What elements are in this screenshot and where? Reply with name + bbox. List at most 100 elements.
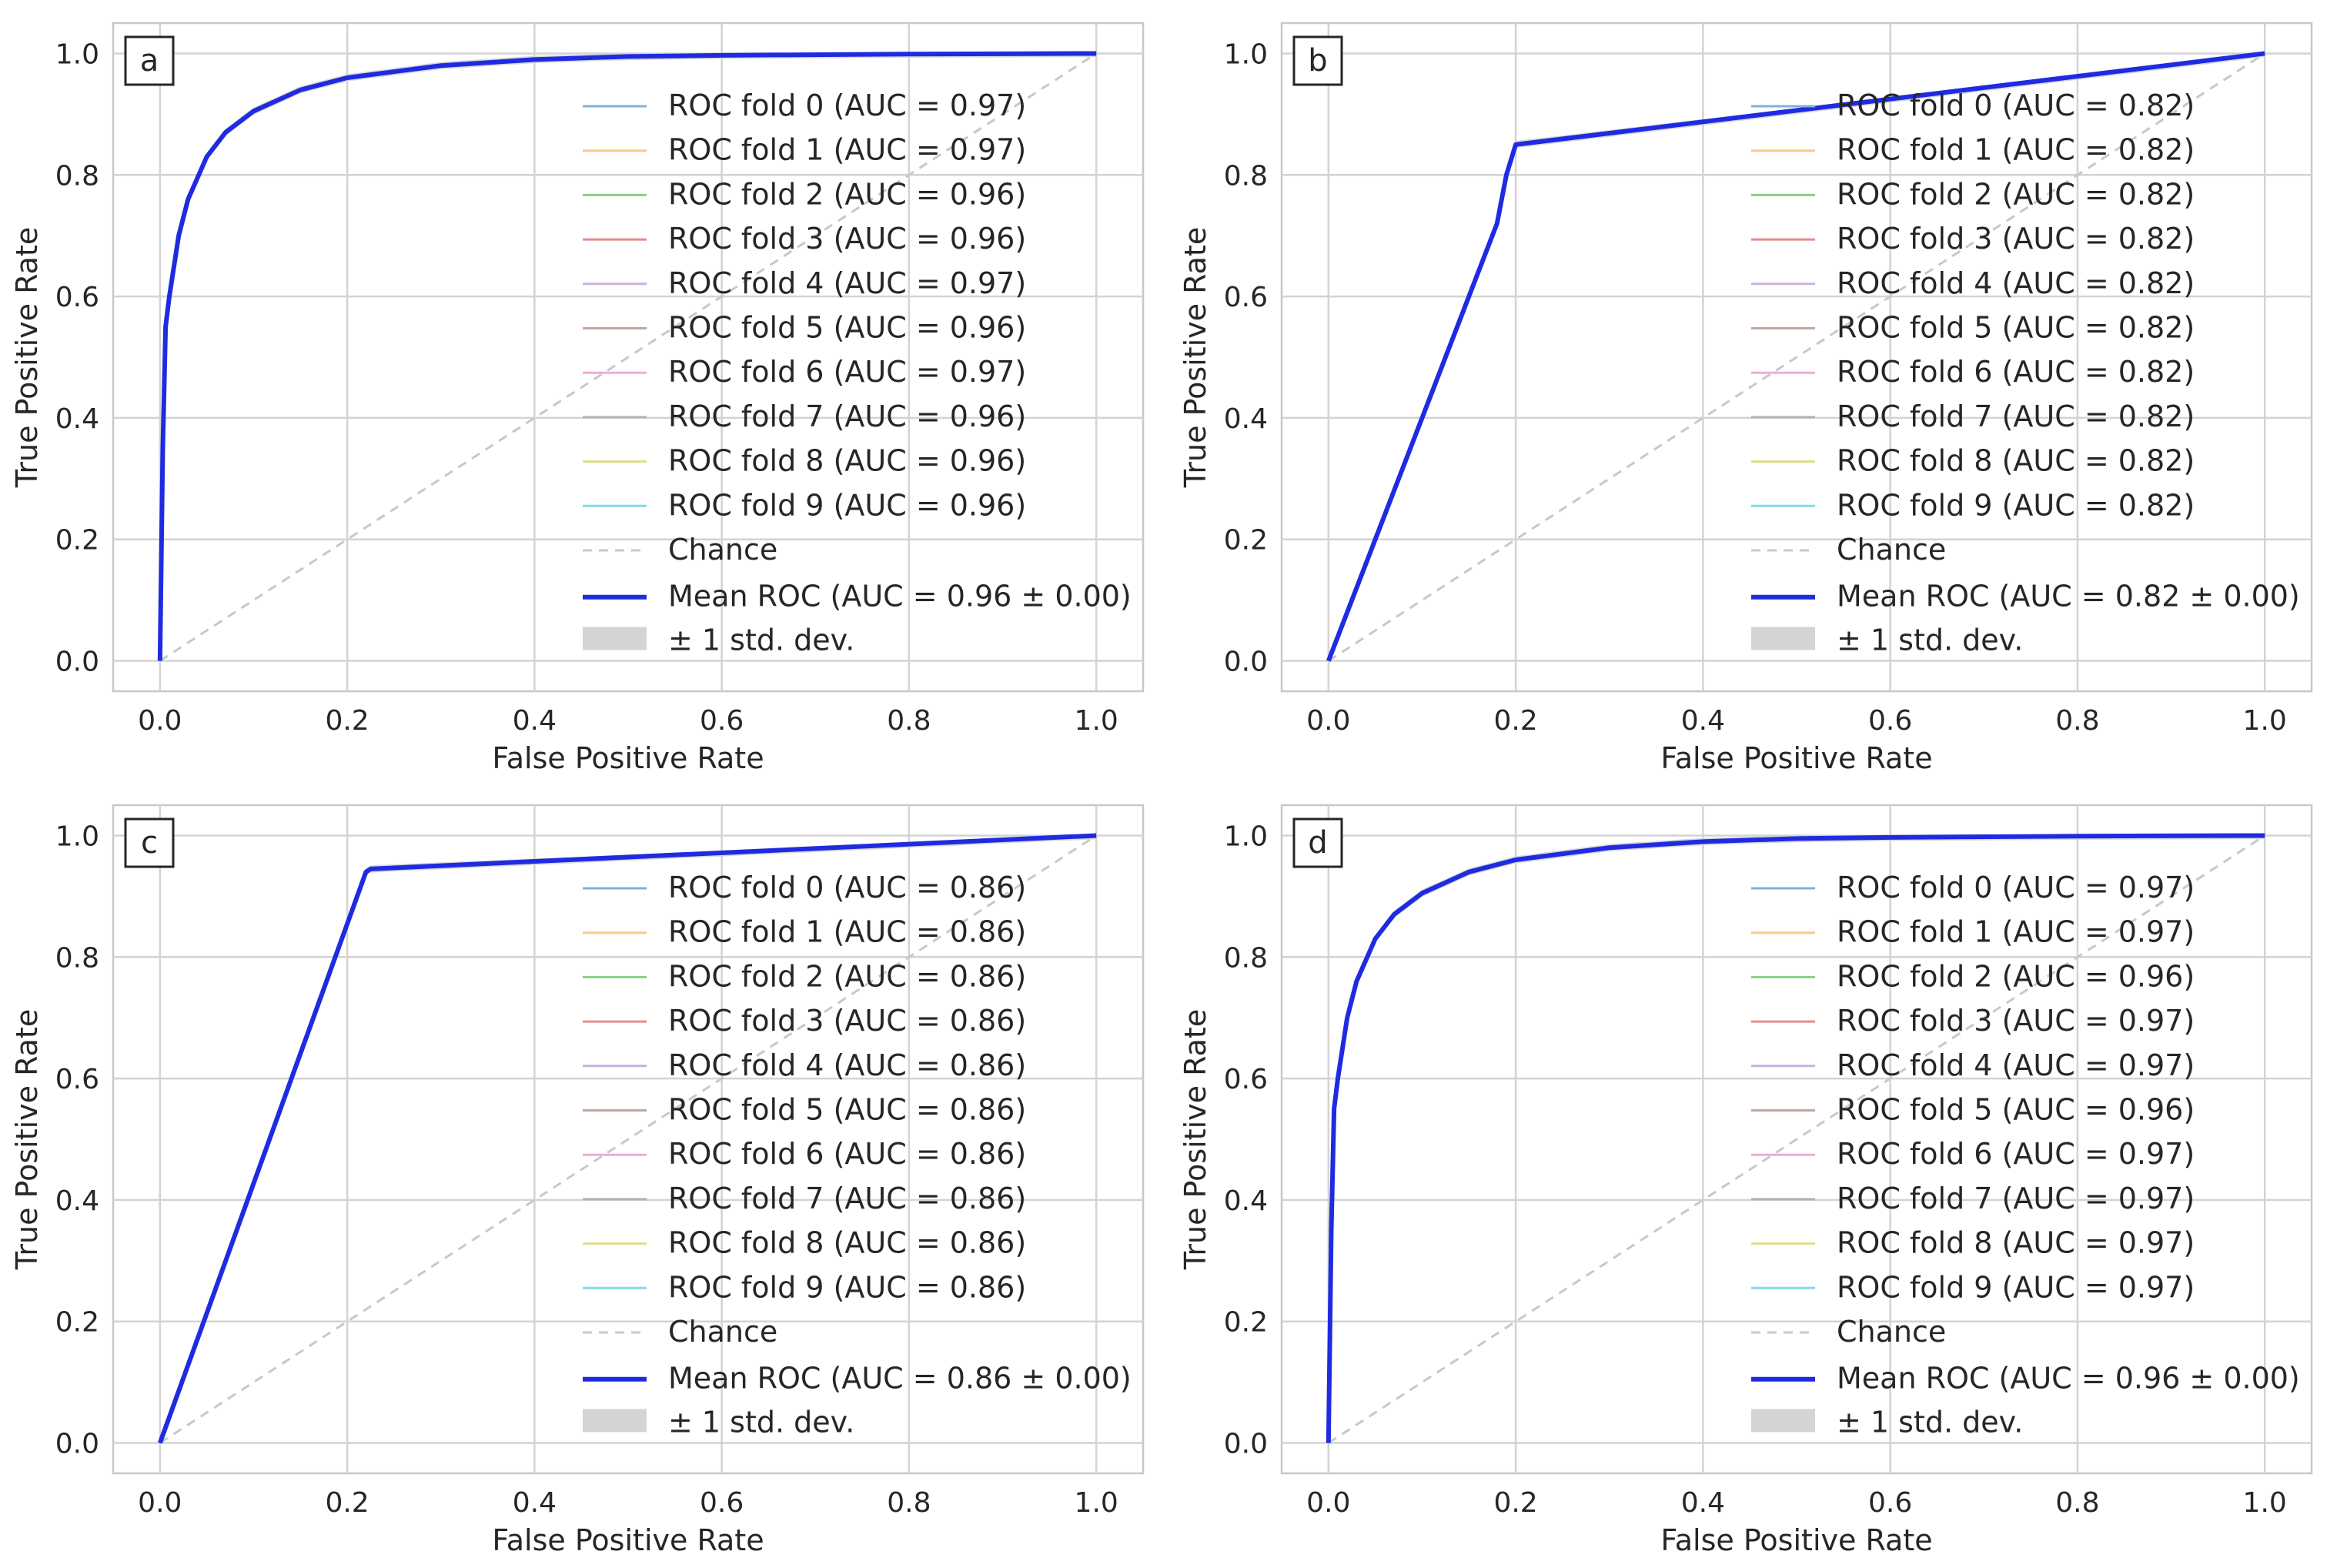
y-tick-label: 0.4 <box>55 403 99 435</box>
panel-letter: b <box>1308 43 1327 79</box>
roc-chart-b: 0.0 0.2 0.4 0.6 0.8 1.0 0.0 0.2 0.4 0.6 0.8 1.0 Fals… <box>1179 22 2313 775</box>
x-tick-label: 0.8 <box>2055 1487 2099 1519</box>
legend-label-mean: Mean ROC (AUC = 0.86 ± 0.00) <box>668 1362 1132 1396</box>
panel-letter: d <box>1308 825 1327 861</box>
mean-roc-line <box>157 833 1097 1444</box>
legend-label-fold-3: ROC fold 3 (AUC = 0.96) <box>668 222 1026 256</box>
roc-panel-b: 0.0 0.2 0.4 0.6 0.8 1.0 0.0 0.2 0.4 0.6 0.8 1.0 Fals… <box>1168 0 2337 782</box>
legend-label-fold-8: ROC fold 8 (AUC = 0.86) <box>668 1226 1026 1260</box>
legend-label-chance: Chance <box>668 1315 777 1349</box>
x-tick-label: 0.2 <box>325 1487 369 1519</box>
x-axis-label: False Positive Rate <box>492 1523 764 1557</box>
mean-roc-line <box>1326 833 2265 1443</box>
y-tick-label: 0.8 <box>55 942 99 974</box>
x-tick-label: 0.2 <box>325 705 369 737</box>
legend-swatch-band <box>583 627 647 650</box>
legend-label-fold-2: ROC fold 2 (AUC = 0.86) <box>668 959 1026 993</box>
legend-label-chance: Chance <box>1837 1315 1946 1349</box>
chance-line <box>1328 834 2265 1444</box>
legend-label-mean: Mean ROC (AUC = 0.96 ± 0.00) <box>668 580 1132 613</box>
y-tick-label: 0.8 <box>1224 942 1268 974</box>
legend-label-fold-5: ROC fold 5 (AUC = 0.96) <box>1837 1093 2195 1127</box>
legend-label-fold-0: ROC fold 0 (AUC = 0.97) <box>668 89 1026 122</box>
x-axis-label: False Positive Rate <box>492 741 764 775</box>
legend-label-fold-3: ROC fold 3 (AUC = 0.82) <box>1837 222 2195 256</box>
legend-label-fold-7: ROC fold 7 (AUC = 0.82) <box>1837 400 2195 433</box>
legend-swatch-band <box>1751 627 1815 650</box>
y-tick-label: 1.0 <box>55 821 99 852</box>
legend-label-fold-7: ROC fold 7 (AUC = 0.97) <box>1837 1182 2195 1215</box>
legend-label-fold-8: ROC fold 8 (AUC = 0.96) <box>668 444 1026 478</box>
legend-label-band: ± 1 std. dev. <box>1837 1405 2023 1439</box>
panel-letter: a <box>140 43 159 79</box>
legend-label-fold-4: ROC fold 4 (AUC = 0.86) <box>668 1048 1026 1082</box>
y-tick-label: 0.4 <box>1224 1185 1268 1217</box>
x-tick-label: 0.6 <box>700 705 744 737</box>
roc-chart-c: 0.0 0.2 0.4 0.6 0.8 1.0 0.0 0.2 0.4 0.6 0.8 1.0 Fals… <box>10 804 1145 1557</box>
x-axis-label: False Positive Rate <box>1660 1523 1932 1557</box>
y-tick-label: 1.0 <box>1224 38 1268 70</box>
x-tick-label: 1.0 <box>1075 1487 1118 1519</box>
x-tick-label: 0.8 <box>2055 705 2099 737</box>
legend-label-fold-2: ROC fold 2 (AUC = 0.82) <box>1837 177 2195 211</box>
y-tick-label: 1.0 <box>1224 821 1268 852</box>
legend-label-fold-2: ROC fold 2 (AUC = 0.96) <box>1837 959 2195 993</box>
x-tick-label: 0.6 <box>700 1487 744 1519</box>
legend-label-fold-1: ROC fold 1 (AUC = 0.97) <box>668 133 1026 167</box>
y-tick-label: 0.8 <box>55 160 99 192</box>
x-tick-label: 0.4 <box>513 705 557 737</box>
chance-line <box>1328 52 2265 662</box>
legend-label-fold-4: ROC fold 4 (AUC = 0.82) <box>1837 266 2195 300</box>
legend-label-fold-6: ROC fold 6 (AUC = 0.82) <box>1837 355 2195 389</box>
legend-label-fold-7: ROC fold 7 (AUC = 0.86) <box>668 1182 1026 1215</box>
legend-label-fold-1: ROC fold 1 (AUC = 0.86) <box>668 915 1026 949</box>
mean-roc-line <box>157 51 1097 661</box>
x-tick-label: 0.4 <box>1681 1487 1725 1519</box>
legend-label-fold-6: ROC fold 6 (AUC = 0.97) <box>1837 1137 2195 1171</box>
legend-label-fold-5: ROC fold 5 (AUC = 0.82) <box>1837 311 2195 345</box>
x-tick-label: 0.8 <box>887 1487 931 1519</box>
panel-letter: c <box>141 825 158 861</box>
panel-letter-box <box>124 817 175 868</box>
panel-letter-box <box>1292 35 1343 86</box>
y-tick-label: 0.2 <box>1224 525 1268 557</box>
y-tick-label: 0.6 <box>1224 1064 1268 1095</box>
x-tick-label: 0.4 <box>1681 705 1725 737</box>
legend-label-fold-5: ROC fold 5 (AUC = 0.96) <box>668 311 1026 345</box>
legend-label-fold-5: ROC fold 5 (AUC = 0.86) <box>668 1093 1026 1127</box>
y-axis-label: True Positive Rate <box>1179 227 1212 489</box>
y-tick-label: 0.6 <box>55 282 99 313</box>
x-tick-label: 0.6 <box>1868 705 1912 737</box>
legend-swatch-band <box>1751 1409 1815 1433</box>
legend-label-mean: Mean ROC (AUC = 0.96 ± 0.00) <box>1837 1362 2300 1396</box>
legend-label-fold-9: ROC fold 9 (AUC = 0.96) <box>668 488 1026 522</box>
legend-label-fold-1: ROC fold 1 (AUC = 0.82) <box>1837 133 2195 167</box>
x-tick-label: 1.0 <box>2243 1487 2287 1519</box>
legend-label-chance: Chance <box>1837 533 1946 567</box>
x-tick-label: 1.0 <box>2243 705 2287 737</box>
x-axis-label: False Positive Rate <box>1660 741 1932 775</box>
y-tick-label: 0.0 <box>55 1429 99 1460</box>
roc-chart-a: 0.0 0.2 0.4 0.6 0.8 1.0 0.0 0.2 0.4 0.6 0.8 1.0 Fals… <box>10 22 1145 775</box>
x-tick-label: 0.6 <box>1868 1487 1912 1519</box>
legend-swatch-band <box>583 1409 647 1433</box>
x-tick-label: 0.2 <box>1493 705 1537 737</box>
legend-label-fold-3: ROC fold 3 (AUC = 0.97) <box>1837 1004 2195 1038</box>
y-tick-label: 0.8 <box>1224 160 1268 192</box>
legend-label-band: ± 1 std. dev. <box>668 623 854 657</box>
legend-label-fold-9: ROC fold 9 (AUC = 0.97) <box>1837 1270 2195 1304</box>
y-tick-label: 0.2 <box>55 525 99 557</box>
std-band <box>1328 835 2265 1443</box>
panel-letter-box <box>1292 817 1343 868</box>
legend-label-fold-0: ROC fold 0 (AUC = 0.86) <box>668 871 1026 904</box>
legend-label-band: ± 1 std. dev. <box>668 1405 854 1439</box>
legend-label-fold-4: ROC fold 4 (AUC = 0.97) <box>1837 1048 2195 1082</box>
legend-label-fold-8: ROC fold 8 (AUC = 0.97) <box>1837 1226 2195 1260</box>
legend-label-fold-6: ROC fold 6 (AUC = 0.97) <box>668 355 1026 389</box>
x-tick-label: 0.0 <box>1306 705 1350 737</box>
roc-panel-c: 0.0 0.2 0.4 0.6 0.8 1.0 0.0 0.2 0.4 0.6 0.8 1.0 Fals… <box>0 782 1168 1565</box>
legend-label-chance: Chance <box>668 533 777 567</box>
chance-line <box>159 834 1097 1444</box>
x-tick-label: 1.0 <box>1075 705 1118 737</box>
x-tick-label: 0.0 <box>138 705 182 737</box>
